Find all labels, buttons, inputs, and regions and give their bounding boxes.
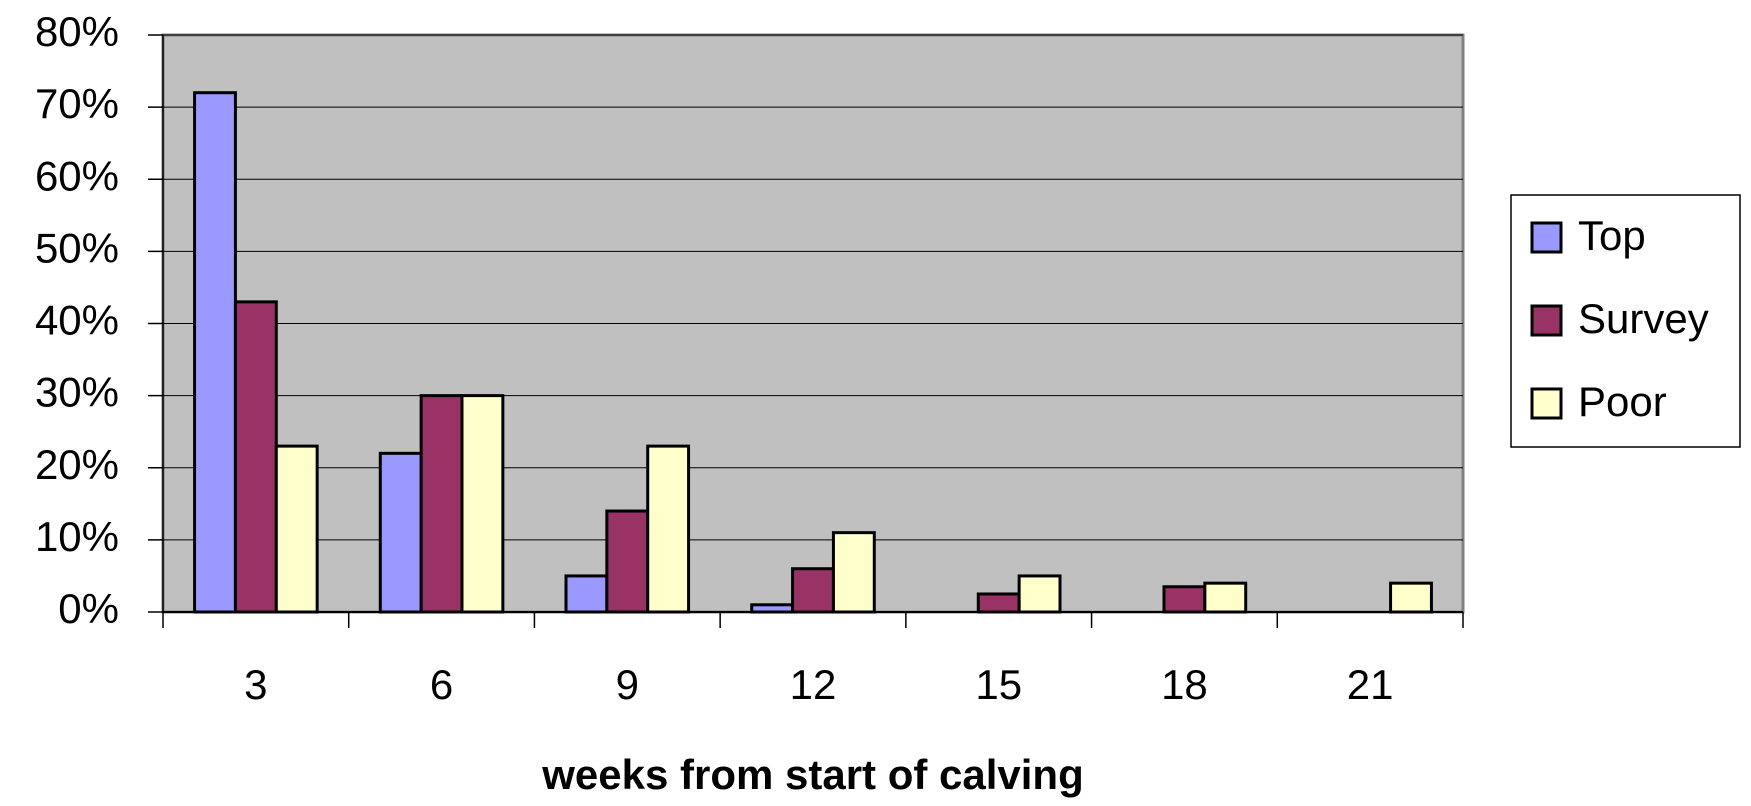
bar — [193, 91, 237, 614]
x-tick-label: 12 — [790, 661, 837, 708]
legend-label: Survey — [1578, 295, 1709, 342]
bar — [831, 531, 876, 614]
legend-swatch — [1530, 221, 1563, 254]
bar — [1203, 581, 1248, 614]
bar — [419, 394, 464, 614]
bar — [976, 592, 1021, 614]
bar — [1017, 574, 1062, 614]
legend-swatch — [1530, 387, 1563, 420]
bar — [1389, 581, 1433, 614]
legend-label: Top — [1578, 212, 1646, 259]
y-tick-label: 60% — [35, 152, 119, 199]
y-tick-label: 50% — [35, 224, 119, 271]
y-tick-label: 80% — [35, 8, 119, 55]
bar — [791, 567, 835, 614]
y-tick-label: 0% — [58, 585, 119, 632]
bar — [460, 394, 505, 614]
bar — [750, 603, 795, 614]
bar — [1162, 585, 1207, 614]
x-tick-label: 21 — [1347, 661, 1394, 708]
x-tick-label: 6 — [430, 661, 453, 708]
bar — [564, 574, 609, 614]
x-tick-label: 15 — [975, 661, 1022, 708]
x-tick-label: 3 — [244, 661, 267, 708]
y-tick-label: 10% — [35, 513, 119, 560]
x-tick-label: 18 — [1161, 661, 1208, 708]
x-axis-title: weeks from start of calving — [541, 751, 1084, 798]
legend-label: Poor — [1578, 378, 1667, 425]
y-tick-label: 30% — [35, 369, 119, 416]
y-tick-label: 20% — [35, 441, 119, 488]
bar — [233, 300, 278, 614]
bar — [605, 509, 650, 614]
x-tick-label: 9 — [616, 661, 639, 708]
bar — [646, 444, 691, 614]
bar — [378, 451, 423, 614]
y-tick-label: 70% — [35, 80, 119, 127]
legend-swatch — [1530, 304, 1563, 337]
bar — [274, 444, 319, 614]
y-tick-label: 40% — [35, 297, 119, 344]
